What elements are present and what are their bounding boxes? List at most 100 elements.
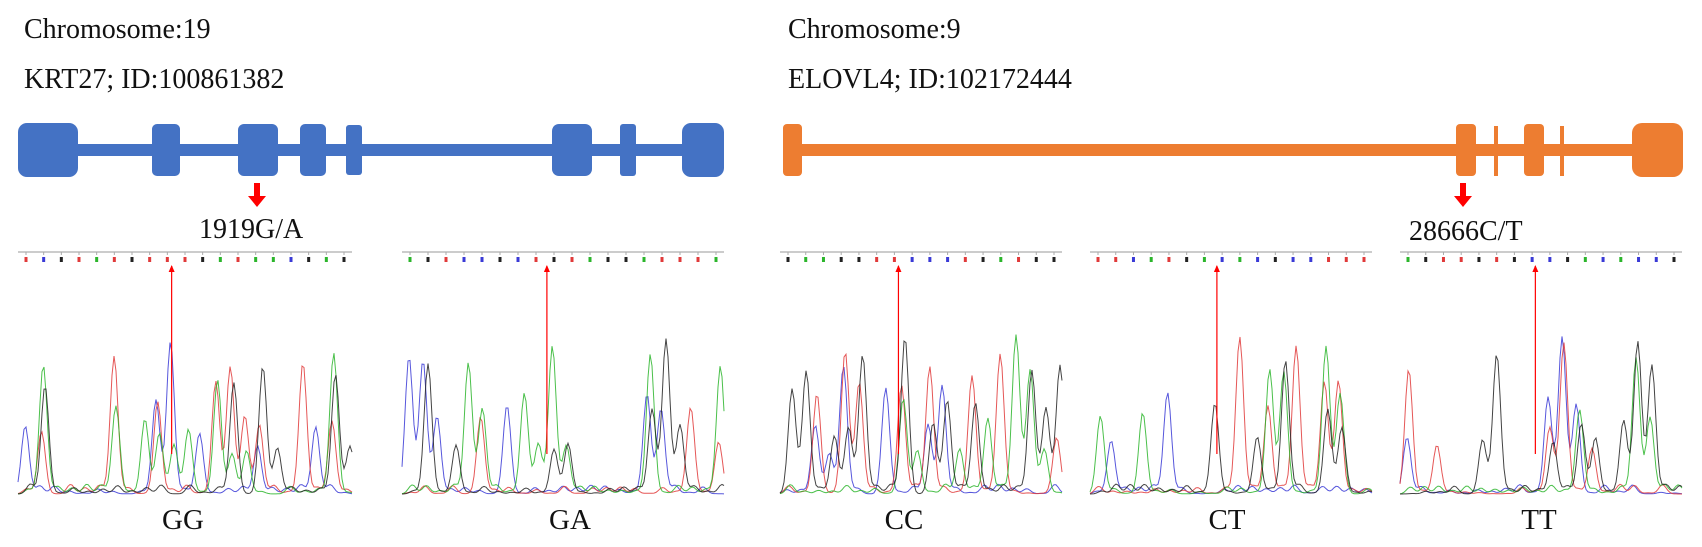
base-call [606,257,610,262]
variant-arrow-right [1454,183,1472,207]
trace-1 [1089,336,1373,494]
chromosome-label-left: Chromosome:19 [24,14,211,45]
base-call [624,257,628,262]
base-call [1477,257,1481,262]
base-call [570,257,574,262]
chromatogram-ct [1089,251,1373,495]
variant-marker-head [1532,265,1539,272]
base-call [324,257,328,262]
base-call [1096,257,1100,262]
chromatogram-gg [17,251,353,495]
intron-line [40,144,720,156]
base-call [516,257,520,262]
genotype-label-ga: GA [549,504,591,536]
base-call [1327,257,1331,262]
base-call [910,257,914,262]
exon-4 [300,124,326,176]
base-call [660,257,664,262]
exon-3 [1494,126,1498,176]
variant-label-right: 28666C/T [1409,216,1523,247]
base-call [839,257,843,262]
chromatogram-cc [779,251,1063,495]
exon-3 [238,124,278,176]
gene-label-right: ELOVL4; ID:102172444 [788,64,1072,95]
base-call [1185,257,1189,262]
exon-2 [1456,124,1476,176]
chromatogram-tt [1399,251,1683,495]
base-call [786,257,790,262]
base-call [271,257,275,262]
variant-marker-head [895,265,902,272]
base-call [1654,257,1658,262]
trace-3 [401,338,725,495]
base-call [408,257,412,262]
base-call [963,257,967,262]
base-call [552,257,556,262]
base-call [462,257,466,262]
chromosome-label-right: Chromosome:9 [788,14,961,45]
base-call [804,257,808,262]
base-call [1459,257,1463,262]
trace-2 [779,334,1063,495]
base-call [183,257,187,262]
base-call [678,257,682,262]
base-call [218,257,222,262]
base-call [342,257,346,262]
variant-arrow-left [248,183,266,207]
variant-marker-head [1213,265,1220,272]
base-call [130,257,134,262]
base-call [1344,257,1348,262]
exon-5 [1560,126,1564,176]
trace-2 [1089,345,1373,495]
base-call [307,257,311,262]
base-call [1017,257,1021,262]
genotype-label-tt: TT [1521,504,1557,536]
base-call [444,257,448,262]
gene-structure-right [783,123,1683,177]
trace-3 [1089,361,1373,495]
base-call [236,257,240,262]
base-call [148,257,152,262]
base-call [1619,257,1623,262]
trace-0 [401,359,725,495]
base-call [112,257,116,262]
variant-marker-head [168,265,175,272]
base-call [1309,257,1313,262]
base-call [1637,257,1641,262]
genotype-label-gg: GG [162,504,204,536]
base-call [875,257,879,262]
base-call [1149,257,1153,262]
base-call [1114,257,1118,262]
base-call [201,257,205,262]
base-call [95,257,99,262]
variant-label-left: 1919G/A [199,214,304,245]
base-call [1583,257,1587,262]
trace-1 [401,406,725,495]
base-call [1601,257,1605,262]
base-call [946,257,950,262]
base-call [1424,257,1428,262]
base-call [1052,257,1056,262]
base-call [928,257,932,262]
base-call [1441,257,1445,262]
base-call [165,257,169,262]
base-call [1566,257,1570,262]
base-call [821,257,825,262]
base-call [1291,257,1295,262]
base-call [426,257,430,262]
trace-1 [17,356,353,495]
base-call [77,257,81,262]
base-call [42,257,46,262]
base-call [534,257,538,262]
base-call [289,257,293,262]
base-call [1406,257,1410,262]
base-call [1495,257,1499,262]
base-call [588,257,592,262]
exon-4 [1524,124,1544,176]
intron-line [786,144,1646,156]
exon-1 [18,123,78,177]
gene-label-left: KRT27; ID:100861382 [24,64,285,95]
genotype-label-ct: CT [1208,504,1246,536]
exon-5 [346,125,362,175]
base-call [981,257,985,262]
